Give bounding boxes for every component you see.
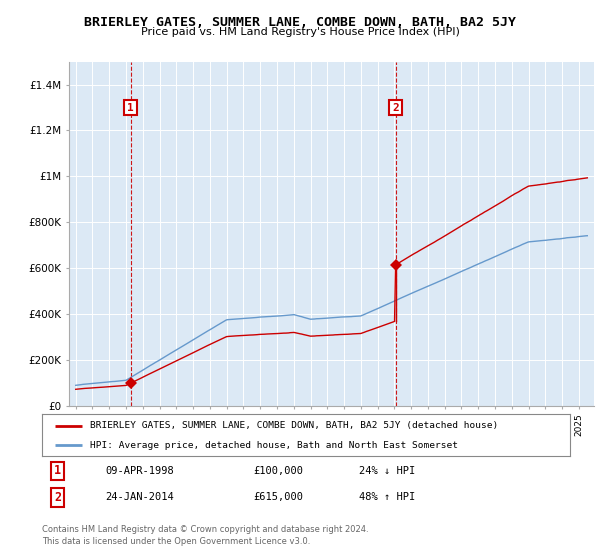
Text: Contains HM Land Registry data © Crown copyright and database right 2024.
This d: Contains HM Land Registry data © Crown c… [42, 525, 368, 546]
Text: 1: 1 [127, 102, 134, 113]
Text: 09-APR-1998: 09-APR-1998 [106, 466, 174, 476]
Text: 24-JAN-2014: 24-JAN-2014 [106, 492, 174, 502]
Text: 2: 2 [392, 102, 399, 113]
Text: 48% ↑ HPI: 48% ↑ HPI [359, 492, 415, 502]
Text: BRIERLEY GATES, SUMMER LANE, COMBE DOWN, BATH, BA2 5JY (detached house): BRIERLEY GATES, SUMMER LANE, COMBE DOWN,… [89, 421, 498, 430]
Text: Price paid vs. HM Land Registry's House Price Index (HPI): Price paid vs. HM Land Registry's House … [140, 27, 460, 37]
Text: 2: 2 [54, 491, 61, 504]
Text: 1: 1 [54, 464, 61, 478]
Text: £615,000: £615,000 [253, 492, 303, 502]
Text: £100,000: £100,000 [253, 466, 303, 476]
Text: BRIERLEY GATES, SUMMER LANE, COMBE DOWN, BATH, BA2 5JY: BRIERLEY GATES, SUMMER LANE, COMBE DOWN,… [84, 16, 516, 29]
Text: 24% ↓ HPI: 24% ↓ HPI [359, 466, 415, 476]
Text: HPI: Average price, detached house, Bath and North East Somerset: HPI: Average price, detached house, Bath… [89, 441, 458, 450]
